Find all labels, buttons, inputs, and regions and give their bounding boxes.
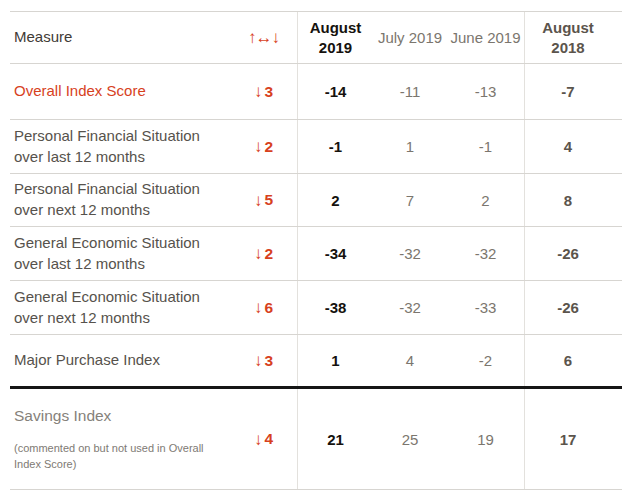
table-row-pfs-next-12-months: Personal Financial Situation over next 1… [10, 173, 622, 226]
down-arrow-icon: ↓ [254, 245, 263, 262]
change-column-header: ↑↔↓ [230, 12, 297, 63]
value-july-2019: 4 [373, 335, 447, 386]
change-cell: ↓ 6 [230, 281, 297, 334]
change-value: 6 [264, 299, 273, 317]
value-august-2018: 6 [524, 335, 622, 386]
down-arrow-icon: ↓ [254, 431, 263, 448]
value-june-2019: 2 [447, 174, 524, 226]
change-value: 2 [264, 138, 273, 156]
value-june-2019: -13 [447, 64, 524, 119]
value-august-2019: -34 [297, 227, 373, 280]
down-arrow-icon: ↓ [254, 299, 263, 316]
value-june-2019: -2 [447, 335, 524, 386]
value-july-2019: -32 [373, 281, 447, 334]
change-value: 3 [264, 352, 273, 370]
value-august-2019: -38 [297, 281, 373, 334]
value-july-2019: -11 [373, 64, 447, 119]
column-header-june-2019: June 2019 [447, 12, 524, 63]
measure-footnote: (commented on but not used in Overall In… [14, 440, 220, 473]
column-header-august-2018: August 2018 [524, 12, 622, 63]
table-row-savings-index: Savings Index (commented on but not used… [10, 386, 622, 489]
value-june-2019: -33 [447, 281, 524, 334]
value-august-2018: -26 [524, 227, 622, 280]
value-july-2019: 7 [373, 174, 447, 226]
down-arrow-icon: ↓ [254, 138, 263, 155]
measure-label: Savings Index [14, 405, 111, 426]
change-value: 5 [264, 191, 273, 209]
up-leftright-down-arrows-icon: ↑↔↓ [248, 28, 279, 48]
table-row-ges-last-12-months: General Economic Situation over last 12 … [10, 226, 622, 280]
value-august-2018: 4 [524, 120, 622, 173]
change-cell: ↓ 3 [230, 335, 297, 386]
value-june-2019: -1 [447, 120, 524, 173]
value-august-2019: -14 [297, 64, 373, 119]
down-arrow-icon: ↓ [254, 192, 263, 209]
measure-label: Major Purchase Index [10, 335, 230, 386]
down-arrow-icon: ↓ [254, 83, 263, 100]
table-row-pfs-last-12-months: Personal Financial Situation over last 1… [10, 119, 622, 173]
table-row-overall-index-score: Overall Index Score ↓ 3 -14 -11 -13 -7 [10, 63, 622, 119]
measure-label: General Economic Situation over last 12 … [10, 227, 230, 280]
table-row-major-purchase-index: Major Purchase Index ↓ 3 1 4 -2 6 [10, 334, 622, 386]
table-row-ges-next-12-months: General Economic Situation over next 12 … [10, 280, 622, 334]
down-arrow-icon: ↓ [254, 352, 263, 369]
change-cell: ↓ 3 [230, 64, 297, 119]
value-august-2018: 8 [524, 174, 622, 226]
value-august-2018: -7 [524, 64, 622, 119]
value-july-2019: -32 [373, 227, 447, 280]
value-august-2019: -1 [297, 120, 373, 173]
value-august-2019: 2 [297, 174, 373, 226]
value-august-2018: -26 [524, 281, 622, 334]
value-august-2019: 21 [297, 389, 373, 489]
column-header-august-2019: August 2019 [297, 12, 373, 63]
change-cell: ↓ 5 [230, 174, 297, 226]
measure-label: Overall Index Score [10, 64, 230, 119]
measure-label: Personal Financial Situation over last 1… [10, 120, 230, 173]
value-august-2018: 17 [524, 389, 622, 489]
measure-cell: Savings Index (commented on but not used… [10, 389, 230, 489]
value-july-2019: 1 [373, 120, 447, 173]
change-cell: ↓ 2 [230, 120, 297, 173]
change-value: 4 [264, 430, 273, 448]
measure-column-header: Measure [10, 12, 230, 63]
column-header-july-2019: July 2019 [373, 12, 447, 63]
value-june-2019: 19 [447, 389, 524, 489]
consumer-confidence-table: Measure ↑↔↓ August 2019 July 2019 June 2… [10, 11, 622, 490]
value-august-2019: 1 [297, 335, 373, 386]
value-june-2019: -32 [447, 227, 524, 280]
change-value: 2 [264, 245, 273, 263]
measure-label: Personal Financial Situation over next 1… [10, 174, 230, 226]
table-header-row: Measure ↑↔↓ August 2019 July 2019 June 2… [10, 12, 622, 63]
measure-label: General Economic Situation over next 12 … [10, 281, 230, 334]
change-cell: ↓ 2 [230, 227, 297, 280]
value-july-2019: 25 [373, 389, 447, 489]
change-value: 3 [264, 83, 273, 101]
change-cell: ↓ 4 [230, 389, 297, 489]
